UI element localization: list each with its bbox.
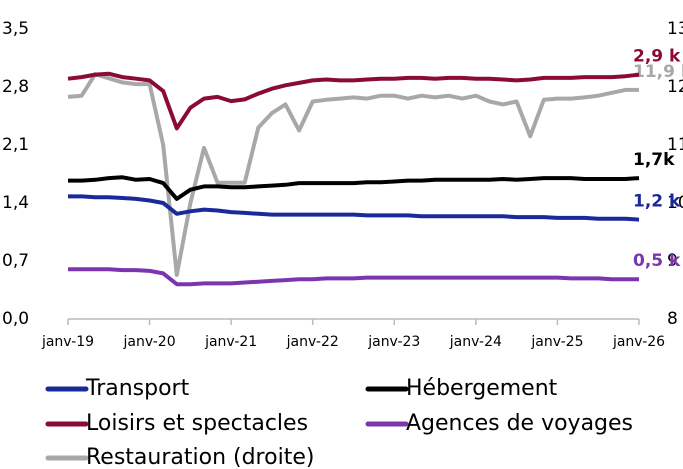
legend-label: Transport	[85, 376, 190, 401]
y-tick-label: 2,1	[2, 135, 29, 155]
y2-tick-label: 10	[667, 193, 683, 213]
x-tick-label: janv-22	[286, 334, 339, 350]
end-label: 11,9 k	[633, 62, 683, 82]
series-line	[67, 72, 639, 277]
y-tick-label: 3,5	[2, 19, 29, 39]
series-line	[68, 175, 640, 201]
y-tick-label: 0,7	[2, 251, 29, 271]
legend-label: Agences de voyages	[406, 411, 633, 436]
x-tick-label: janv-19	[41, 334, 94, 350]
end-label: 1,7k	[633, 150, 675, 170]
x-tick-label: janv-26	[612, 334, 665, 350]
y2-tick-label: 12	[667, 77, 683, 97]
y-tick-label: 1,4	[2, 193, 29, 213]
y2-tick-label: 8	[667, 309, 678, 329]
y-tick-label: 0,0	[2, 309, 29, 329]
y2-tick-label: 13	[667, 19, 683, 39]
end-label: 0,5 k	[633, 251, 681, 271]
legend-label: Restauration (droite)	[86, 445, 314, 469]
y2-tick-label: 11	[667, 135, 683, 155]
end-label: 1,2 k	[633, 192, 681, 212]
x-tick-label: janv-21	[204, 334, 257, 350]
series-line	[68, 194, 640, 222]
series-line	[68, 267, 639, 287]
y-tick-label: 2,8	[2, 77, 29, 97]
y2-tick-label: 9	[667, 251, 678, 271]
legend-label: Hébergement	[406, 376, 558, 401]
end-label: 2,9 k	[633, 47, 681, 67]
series-line	[67, 71, 640, 131]
x-tick-label: janv-20	[123, 334, 176, 350]
x-tick-label: janv-24	[449, 334, 502, 350]
legend-label: Loisirs et spectacles	[86, 411, 308, 436]
x-tick-label: janv-25	[530, 334, 583, 350]
x-tick-label: janv-23	[367, 334, 420, 350]
